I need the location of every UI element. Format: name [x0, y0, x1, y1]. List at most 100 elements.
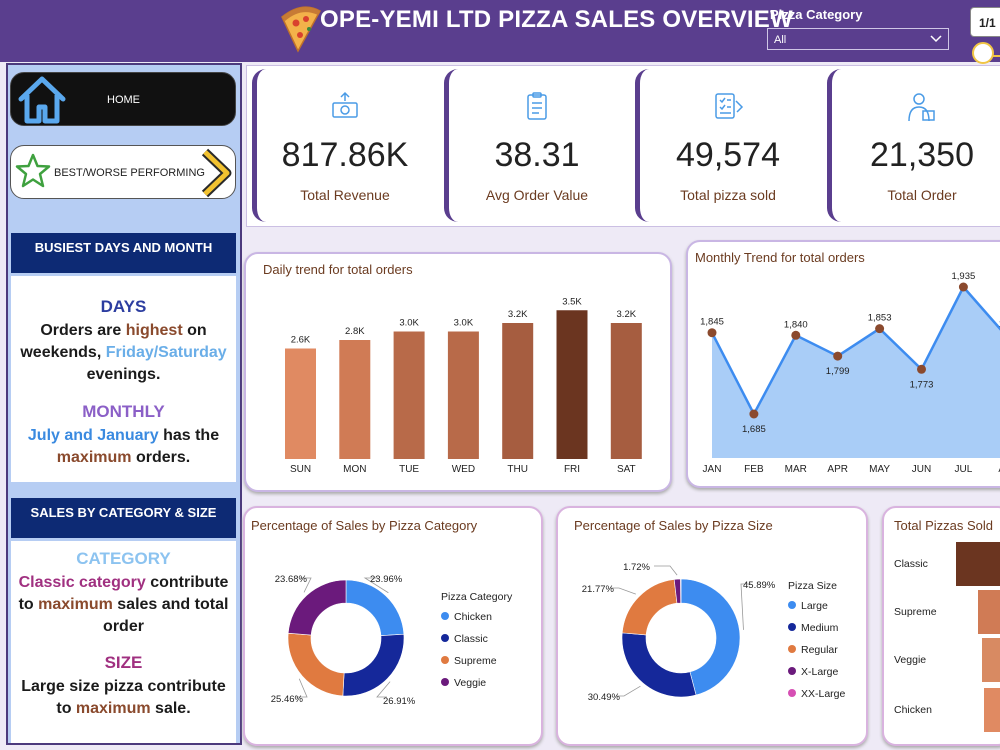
- busiest-heading: BUSIEST DAYS AND MONTH: [11, 233, 236, 273]
- daily-bar-label: 3.0K: [399, 318, 419, 329]
- daily-x-tick: FRI: [564, 464, 580, 475]
- slider-handle[interactable]: [972, 42, 994, 64]
- size-title: Percentage of Sales by Pizza Size: [574, 518, 773, 533]
- kpi-value: 49,574: [676, 136, 780, 174]
- donut-leader-line: [740, 583, 751, 630]
- daily-bar-label: 3.5K: [562, 296, 582, 307]
- legend-label: Regular: [801, 644, 838, 656]
- daily-bar-label: 2.8K: [345, 326, 365, 337]
- donut-slice-label: 25.46%: [271, 694, 304, 705]
- kpi-card-avg-order: 38.31 Avg Order Value: [444, 69, 625, 222]
- monthly-x-tick: JUN: [912, 464, 931, 475]
- monthly-point-label: 1,773: [910, 379, 934, 390]
- daily-bar-label: 3.2K: [508, 309, 528, 320]
- kpi-label: Avg Order Value: [485, 187, 589, 203]
- monthly-x-tick: APR: [827, 464, 848, 475]
- legend-marker: [441, 634, 449, 642]
- donut-slice-label: 30.49%: [588, 692, 621, 703]
- donut-slice-label: 1.72%: [623, 562, 650, 573]
- monthly-text: July and January has the maximum orders.: [27, 427, 220, 466]
- delivery-icon: [908, 93, 935, 122]
- monthly-x-tick: AU: [998, 464, 1000, 475]
- pizza-icon: [281, 6, 322, 53]
- category-title: Percentage of Sales by Pizza Category: [251, 518, 478, 533]
- donut-leader-line: [376, 681, 391, 698]
- monthly-point: [875, 324, 885, 334]
- checklist-icon: [715, 93, 744, 119]
- kpi-label: Total Revenue: [300, 187, 390, 203]
- daily-x-tick: WED: [452, 464, 475, 475]
- legend-label: Veggie: [454, 677, 486, 689]
- sales-insight-box: CATEGORY Classic category contribute to …: [11, 541, 236, 743]
- home-button[interactable]: HOME: [10, 72, 236, 126]
- donut-leader-line: [300, 577, 312, 593]
- pizzas-category-label: Classic: [894, 558, 928, 570]
- daily-bar: [447, 331, 479, 459]
- monthly-area-fill: [712, 287, 1000, 458]
- daily-bar: [556, 310, 588, 459]
- legend-title: Pizza Size: [788, 580, 837, 592]
- monthly-point: [707, 328, 717, 338]
- kpi-card-pizza-sold: 49,574 Total pizza sold: [635, 69, 816, 222]
- donut-slice: [621, 632, 697, 698]
- pizzas-category-label: Veggie: [894, 654, 926, 666]
- pizza-category-dropdown[interactable]: All: [767, 28, 949, 50]
- daily-x-tick: SUN: [290, 464, 311, 475]
- home-label: HOME: [107, 94, 140, 106]
- legend-marker: [788, 667, 796, 675]
- daily-bar-label: 3.0K: [454, 318, 474, 329]
- best-worse-label: BEST/WORSE PERFORMING: [54, 167, 205, 179]
- category-donut-panel: Percentage of Sales by Pizza Category 23…: [243, 506, 543, 746]
- monthly-area-chart: 1,845 JAN 1,685 FEB 1,840 MAR 1,799 APR 1,853 MAY…: [700, 271, 1000, 475]
- busiest-insight-box: DAYS Orders are highest on weekends, Fri…: [11, 276, 236, 482]
- monthly-trend-panel: Monthly Trend for total orders 1,845 JAN 1…: [686, 240, 1000, 488]
- monthly-trend-title: Monthly Trend for total orders: [695, 250, 865, 265]
- donut-leader-line: [363, 577, 389, 594]
- star-icon: [15, 153, 51, 188]
- size-donut-panel: Percentage of Sales by Pizza Size 45.89%…: [556, 506, 868, 746]
- sales-heading: SALES BY CATEGORY & SIZE: [11, 498, 236, 538]
- daily-trend-title: Daily trend for total orders: [263, 262, 413, 277]
- monthly-point-label: 1,853: [868, 313, 892, 324]
- home-icon: [18, 76, 66, 124]
- daily-bar: [339, 340, 371, 459]
- donut-leader-line: [654, 565, 678, 576]
- kpi-value: 38.31: [494, 136, 580, 174]
- monthly-heading: MONTHLY: [82, 402, 165, 421]
- monthly-point-label: 1,685: [742, 424, 766, 435]
- money-icon: [332, 91, 358, 118]
- legend-label: X-Large: [801, 666, 839, 678]
- monthly-point: [917, 364, 926, 374]
- donut-leader-line: [295, 678, 308, 698]
- pizzas-category-label: Chicken: [894, 704, 932, 716]
- page-indicator[interactable]: 1/1: [970, 7, 1000, 37]
- daily-bar-label: 3.2K: [617, 309, 637, 320]
- days-text: Orders are highest on weekends, Friday/S…: [20, 322, 227, 383]
- clipboard-icon: [527, 92, 547, 120]
- donut-slice: [621, 579, 678, 636]
- legend-label: Supreme: [454, 655, 497, 667]
- legend-label: Large: [801, 600, 828, 612]
- donut-slice-label: 21.77%: [582, 584, 615, 595]
- legend-marker: [788, 623, 796, 631]
- kpi-label: Total pizza sold: [680, 187, 776, 203]
- donut-slice-label: 23.68%: [275, 574, 308, 585]
- donut-leader-line: [610, 587, 636, 595]
- legend-marker: [441, 678, 449, 686]
- daily-bar: [285, 348, 316, 459]
- legend-label: Classic: [454, 633, 488, 645]
- monthly-point: [791, 330, 801, 340]
- category-donut-chart: 23.96% 26.91% 25.46% 23.68% Pizza Category Ch…: [271, 574, 513, 707]
- best-worse-performing-button[interactable]: BEST/WORSE PERFORMING: [10, 145, 236, 199]
- header-bar: OPE-YEMI LTD PIZZA SALES OVERVIEW Pizza …: [0, 0, 1000, 64]
- kpi-card-total-order: 21,350 Total Order: [827, 69, 1000, 222]
- monthly-x-tick: JUL: [955, 464, 973, 475]
- chevron-right-icon: [201, 148, 232, 198]
- donut-leader-line: [616, 685, 641, 697]
- pizzas-bar: [982, 638, 1000, 682]
- kpi-card-revenue: 817.86K Total Revenue: [252, 69, 433, 222]
- category-heading: CATEGORY: [76, 549, 171, 568]
- monthly-point-label: 1,799: [826, 366, 850, 377]
- pizzas-bar: [984, 688, 1000, 732]
- donut-slice: [287, 632, 345, 697]
